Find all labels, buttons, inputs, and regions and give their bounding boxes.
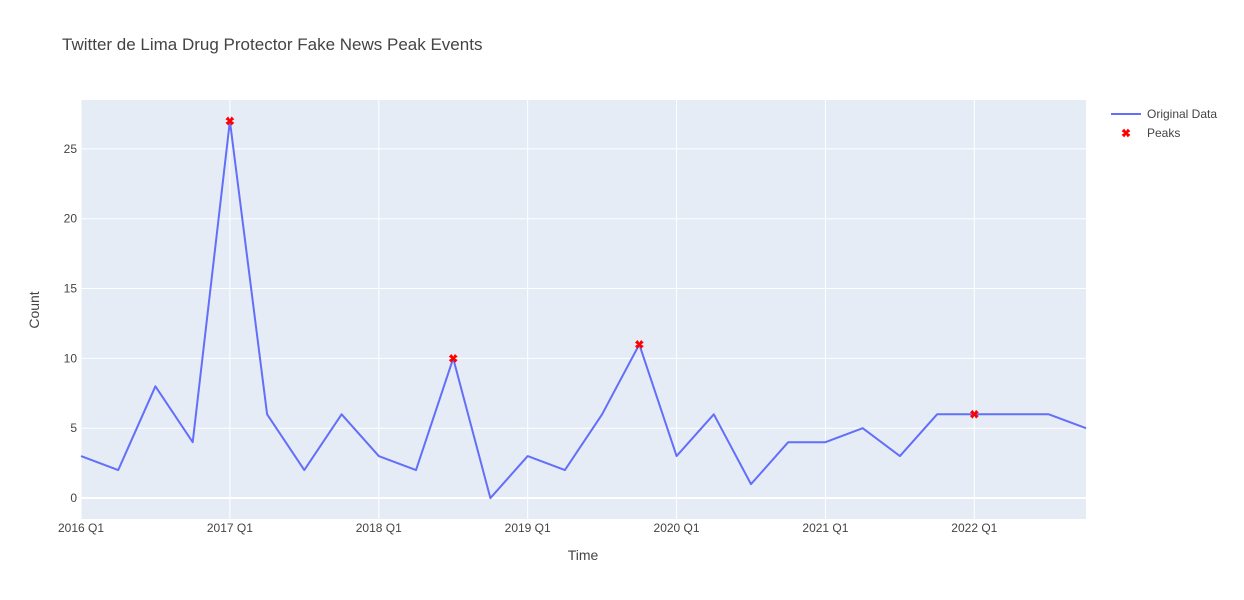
y-axis-ticks: 0 5 10 15 20 25 [64, 142, 78, 505]
x-tick-label: 2019 Q1 [505, 521, 551, 535]
x-tick-label: 2022 Q1 [951, 521, 997, 535]
legend[interactable]: Original Data Peaks [1111, 107, 1217, 140]
series-line-original-data [80, 120, 1087, 500]
series-layer [80, 116, 1087, 500]
x-tick-label: 2020 Q1 [654, 521, 700, 535]
x-tick-label: 2017 Q1 [207, 521, 253, 535]
y-tick-label: 25 [64, 142, 78, 156]
y-tick-label: 20 [64, 212, 78, 226]
peak-marker [634, 340, 644, 349]
legend-marker-swatch [1121, 128, 1131, 138]
y-tick-label: 0 [70, 491, 77, 505]
peak-marker [225, 116, 235, 126]
legend-label: Original Data [1147, 107, 1217, 121]
peak-marker [448, 353, 458, 363]
y-tick-label: 15 [64, 282, 78, 296]
x-axis-ticks: 2016 Q1 2017 Q1 2018 Q1 2019 Q1 2020 Q1 2021 … [58, 521, 998, 535]
peak-marker [969, 409, 979, 419]
x-tick-label: 2018 Q1 [356, 521, 402, 535]
y-tick-label: 5 [70, 421, 77, 435]
x-tick-label: 2021 Q1 [802, 521, 848, 535]
x-tick-label: 2016 Q1 [58, 521, 104, 535]
legend-item-peaks[interactable]: Peaks [1121, 126, 1181, 140]
x-axis-label: Time [568, 547, 599, 563]
y-tick-label: 10 [64, 351, 78, 365]
legend-item-original-data[interactable]: Original Data [1111, 107, 1217, 121]
y-axis-label: Count [26, 291, 42, 328]
plot-area [81, 100, 1086, 519]
chart-title: Twitter de Lima Drug Protector Fake News… [62, 35, 482, 54]
gridlines [80, 100, 1086, 519]
legend-label: Peaks [1147, 126, 1180, 140]
